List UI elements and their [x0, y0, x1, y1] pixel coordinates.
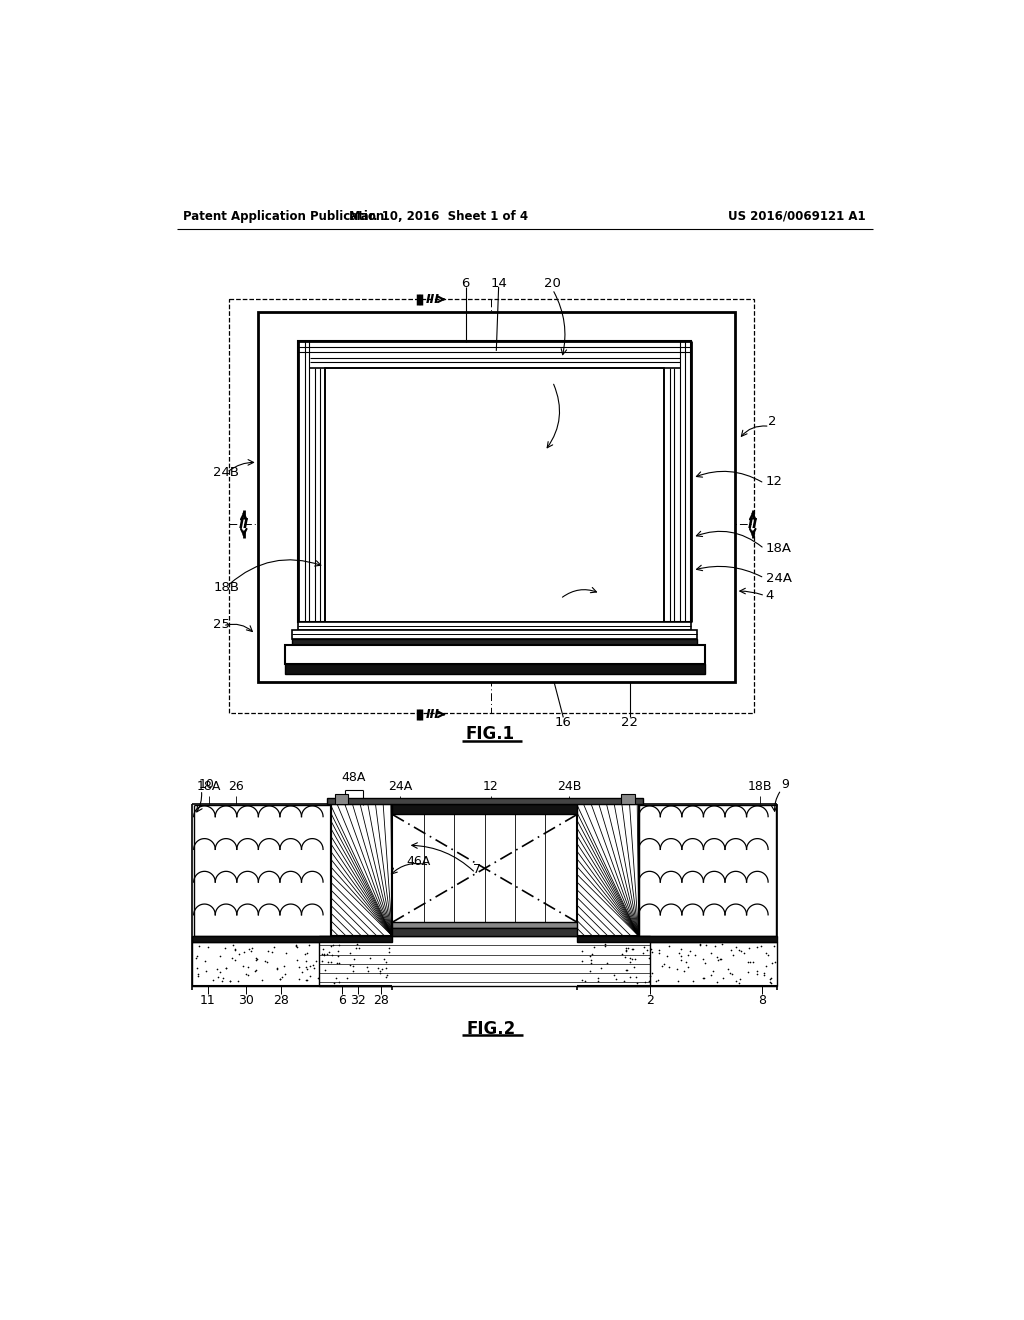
Bar: [331, 804, 392, 936]
Bar: [326, 368, 665, 622]
Bar: [298, 341, 691, 622]
Text: 9: 9: [781, 777, 790, 791]
Text: Patent Application Publication: Patent Application Publication: [183, 210, 384, 223]
Bar: [229, 300, 755, 713]
Text: 28: 28: [373, 994, 389, 1007]
Text: 12: 12: [483, 780, 499, 793]
Text: 32: 32: [350, 994, 366, 1007]
Bar: [578, 942, 777, 986]
Bar: [319, 936, 650, 986]
Text: 20: 20: [544, 277, 561, 289]
Text: 26: 26: [228, 780, 244, 793]
Bar: [392, 923, 578, 928]
Text: Mar. 10, 2016  Sheet 1 of 4: Mar. 10, 2016 Sheet 1 of 4: [349, 210, 528, 223]
Text: 18B: 18B: [749, 780, 773, 793]
Text: 10: 10: [199, 777, 214, 791]
Text: US 2016/0069121 A1: US 2016/0069121 A1: [728, 210, 866, 223]
Text: 30: 30: [239, 994, 254, 1007]
Bar: [193, 936, 392, 942]
Text: II: II: [239, 517, 249, 531]
Text: 16: 16: [555, 715, 571, 729]
Bar: [298, 622, 691, 630]
Text: 18A: 18A: [197, 780, 221, 793]
Text: 4: 4: [766, 589, 774, 602]
Text: III: III: [426, 708, 440, 721]
Bar: [258, 313, 735, 682]
Bar: [331, 804, 392, 936]
Text: 14: 14: [490, 277, 507, 289]
Bar: [285, 664, 705, 673]
Text: FIG.1: FIG.1: [466, 726, 515, 743]
Text: 18B: 18B: [214, 581, 240, 594]
Bar: [392, 814, 578, 923]
Text: 2: 2: [646, 994, 654, 1007]
Text: 24B: 24B: [213, 466, 239, 479]
Bar: [392, 804, 578, 814]
Bar: [392, 928, 578, 936]
Bar: [292, 639, 697, 645]
Text: 24B: 24B: [557, 780, 582, 793]
Bar: [331, 804, 392, 936]
Text: 25: 25: [213, 618, 230, 631]
Text: 28: 28: [272, 994, 289, 1007]
Text: 11: 11: [200, 994, 215, 1007]
Text: 24A: 24A: [766, 572, 792, 585]
Text: II: II: [748, 517, 758, 531]
Text: 12: 12: [766, 475, 782, 488]
Text: 24A: 24A: [388, 780, 413, 793]
Text: 8: 8: [758, 994, 766, 1007]
Text: FIG.2: FIG.2: [466, 1020, 515, 1039]
Bar: [578, 936, 777, 942]
Bar: [292, 630, 697, 639]
Text: 6: 6: [338, 994, 346, 1007]
Text: 18A: 18A: [766, 543, 792, 556]
Text: 2: 2: [768, 416, 776, 428]
Bar: [578, 804, 639, 936]
Bar: [327, 797, 643, 804]
Bar: [621, 795, 635, 804]
Text: 7: 7: [473, 862, 481, 875]
Bar: [285, 645, 705, 664]
Text: 48A: 48A: [342, 771, 366, 784]
Bar: [335, 795, 348, 804]
Text: 6: 6: [462, 277, 470, 289]
Text: 46A: 46A: [407, 855, 431, 869]
Text: III: III: [426, 293, 440, 306]
Text: 22: 22: [621, 715, 638, 729]
Bar: [193, 942, 392, 986]
